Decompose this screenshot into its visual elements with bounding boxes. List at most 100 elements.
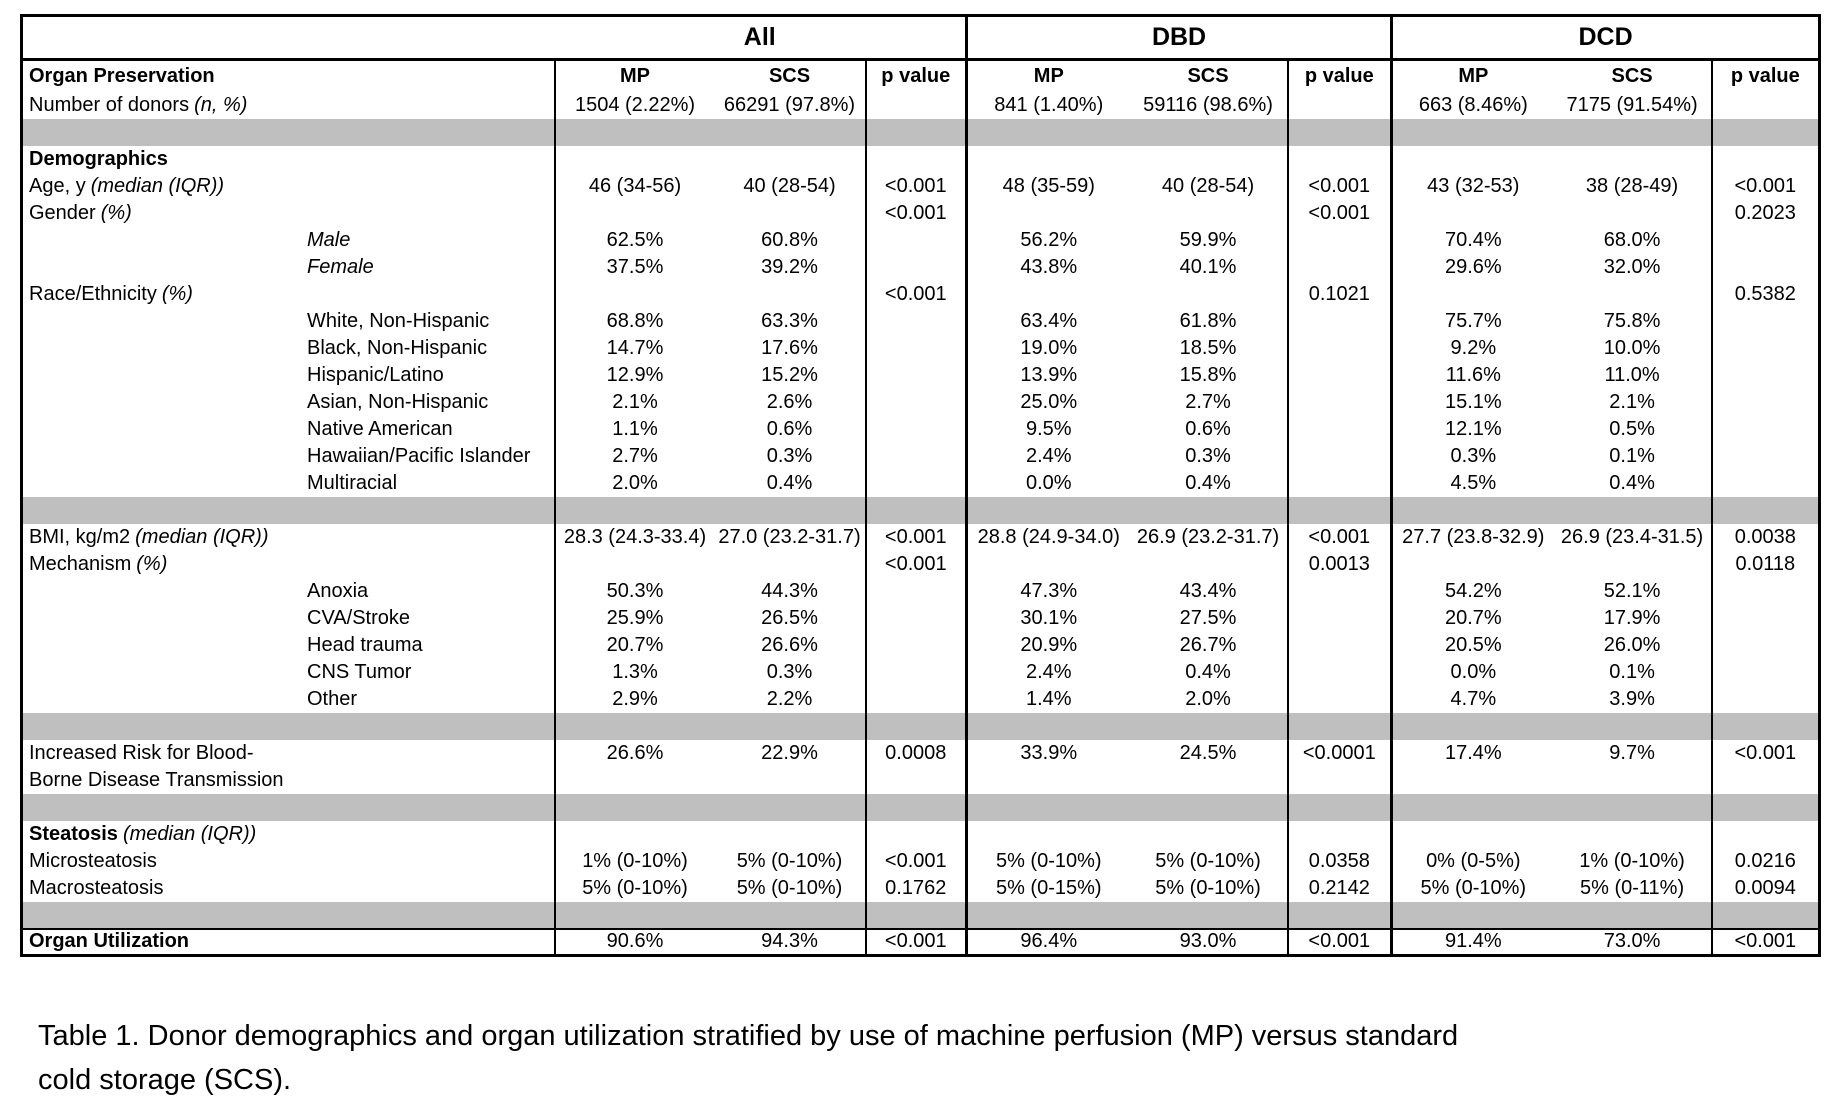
- cell-all-scs: [715, 146, 866, 173]
- cell-dbd-scs: [1130, 200, 1288, 227]
- row-label: Borne Disease Transmission: [21, 766, 556, 794]
- cell-dcd-scs: 52.1%: [1603, 579, 1661, 602]
- cell-dcd-mp: 0.0%: [1390, 658, 1554, 686]
- cell-dcd-mp: 0% (0-5%): [1390, 847, 1554, 875]
- cell-all-scs: [715, 794, 866, 821]
- col-header-dcd-scs: SCS: [1611, 64, 1653, 87]
- row-label: Asian, Non-Hispanic: [21, 388, 556, 416]
- cell-dcd-mp: 5% (0-10%): [1390, 874, 1554, 902]
- cell-all-scs: 17.6%: [761, 336, 818, 359]
- cell-dcd-scs: 5% (0-11%): [1580, 876, 1685, 899]
- cell-all-mp: 2.1%: [612, 390, 658, 413]
- cell-all-mp: 5% (0-10%): [582, 876, 688, 899]
- table-row: Steatosis (median (IQR)): [21, 820, 1820, 848]
- cell-all-scs: 94.3%: [714, 927, 866, 956]
- cell-dcd-scs: [1554, 794, 1712, 821]
- table-row: Increased Risk for Blood- 26.6% 22.9% 0.000…: [21, 739, 1820, 767]
- row-label: Organ Utilization: [21, 927, 556, 956]
- row-label: Gender (%): [21, 199, 556, 227]
- row-label: Steatosis (median (IQR)): [21, 820, 556, 848]
- cell-dcd-scs: 10.0%: [1603, 336, 1661, 359]
- row-label: Mechanism (%): [21, 550, 556, 578]
- cell-dcd-mp: [1390, 145, 1554, 173]
- cell-dbd-mp: 20.9%: [965, 631, 1130, 659]
- table-caption: Table 1. Donor demographics and organ ut…: [38, 1020, 1459, 1096]
- table-row: Asian, Non-Hispanic 2.1% 2.6% 25.0% 2.7% 15.1…: [21, 388, 1820, 416]
- cell-dbd-mp: [965, 496, 1130, 524]
- cell-dbd-mp: 841 (1.40%): [965, 91, 1130, 119]
- cell-all-mp: [555, 902, 715, 929]
- cell-dcd-pvalue: <0.001: [1710, 927, 1820, 956]
- cell-dbd-scs: [1130, 119, 1288, 146]
- cell-all-pvalue: <0.001: [864, 927, 967, 956]
- cell-dbd-mp: 1.4%: [965, 685, 1130, 713]
- cell-dcd-pvalue: 0.0216: [1710, 847, 1820, 875]
- cell-dcd-pvalue: [1710, 91, 1820, 119]
- cell-dcd-pvalue: 0.0118: [1710, 550, 1820, 578]
- cell-dcd-pvalue: [1710, 334, 1820, 362]
- cell-all-mp: 68.8%: [606, 309, 664, 332]
- row-label: White, Non-Hispanic: [21, 307, 556, 335]
- group-header-dcd: DCD: [1390, 15, 1820, 61]
- cell-dcd-mp: 91.4%: [1390, 927, 1554, 956]
- cell-dbd-scs: 18.5%: [1179, 336, 1237, 359]
- cell-all-pvalue: [864, 442, 967, 470]
- cell-all-pvalue: [864, 91, 967, 119]
- cell-dbd-scs: 5% (0-10%): [1155, 876, 1261, 899]
- cell-all-mp: 1.3%: [612, 660, 658, 683]
- separator-row: [21, 793, 1820, 821]
- cell-dbd-pvalue: [1286, 253, 1392, 281]
- cell-all-pvalue: [864, 226, 967, 254]
- group-header-dbd: DBD: [965, 15, 1392, 61]
- cell-dcd-pvalue: [1710, 712, 1820, 740]
- table-row: White, Non-Hispanic 68.8% 63.3% 63.4% 61.8% 7…: [21, 307, 1820, 335]
- cell-dcd-mp: 15.1%: [1390, 388, 1554, 416]
- cell-dcd-pvalue: [1710, 415, 1820, 443]
- cell-dbd-pvalue: <0.001: [1286, 199, 1392, 227]
- cell-dcd-mp: [1390, 820, 1554, 848]
- cell-dbd-pvalue: [1286, 631, 1392, 659]
- cell-dbd-mp: 5% (0-10%): [965, 847, 1130, 875]
- cell-dcd-mp: 75.7%: [1390, 307, 1554, 335]
- cell-dbd-scs: 0.4%: [1185, 471, 1231, 494]
- cell-dcd-pvalue: [1710, 388, 1820, 416]
- cell-dbd-scs: [1130, 146, 1288, 173]
- table-row: Multiracial 2.0% 0.4% 0.0% 0.4% 4.5% 0.4%: [21, 469, 1820, 497]
- cell-all-scs: 22.9%: [761, 741, 818, 764]
- cell-dcd-scs: 32.0%: [1603, 255, 1661, 278]
- cell-dcd-mp: 9.2%: [1390, 334, 1554, 362]
- separator-row: [21, 118, 1820, 146]
- cell-dbd-pvalue: [1286, 712, 1392, 740]
- cell-dcd-pvalue: 0.0038: [1710, 523, 1820, 551]
- cell-dbd-pvalue: [1286, 415, 1392, 443]
- cell-all-mp: 26.6%: [606, 741, 664, 764]
- cell-all-pvalue: [864, 469, 967, 497]
- separator-row: [21, 901, 1820, 929]
- cell-dbd-mp: 33.9%: [965, 739, 1130, 767]
- row-label: CVA/Stroke: [21, 604, 556, 632]
- cell-all-scs: [715, 497, 866, 524]
- cell-dbd-scs: 61.8%: [1179, 309, 1237, 332]
- row-label: Male: [21, 226, 556, 254]
- table-row: Macrosteatosis 5% (0-10%) 5% (0-10%) 0.1762…: [21, 874, 1820, 902]
- row-label: CNS Tumor: [21, 658, 556, 686]
- row-label: Other: [21, 685, 556, 713]
- cell-dcd-scs: 26.9 (23.4-31.5): [1560, 525, 1704, 548]
- cell-dcd-pvalue: <0.001: [1710, 739, 1820, 767]
- cell-dbd-mp: [965, 820, 1130, 848]
- cell-all-mp: 37.5%: [606, 255, 664, 278]
- cell-all-scs: 44.3%: [761, 579, 818, 602]
- cell-dcd-pvalue: [1710, 469, 1820, 497]
- cell-dbd-scs: [1130, 713, 1288, 740]
- cell-dbd-mp: 56.2%: [965, 226, 1130, 254]
- separator-row: [21, 712, 1820, 740]
- cell-all-scs: 5% (0-10%): [736, 849, 843, 872]
- cell-dcd-mp: [1390, 118, 1554, 146]
- cell-dbd-pvalue: [1286, 361, 1392, 389]
- cell-dcd-scs: [1554, 281, 1712, 308]
- table-row: Hawaiian/Pacific Islander 2.7% 0.3% 2.4% 0.3…: [21, 442, 1820, 470]
- cell-dbd-mp: 96.4%: [965, 927, 1130, 956]
- cell-dbd-scs: 40 (28-54): [1161, 174, 1255, 197]
- table-body: Number of donors (n, %) 1504 (2.22%) 66291 …: [21, 91, 1820, 956]
- cell-dbd-pvalue: [1286, 685, 1392, 713]
